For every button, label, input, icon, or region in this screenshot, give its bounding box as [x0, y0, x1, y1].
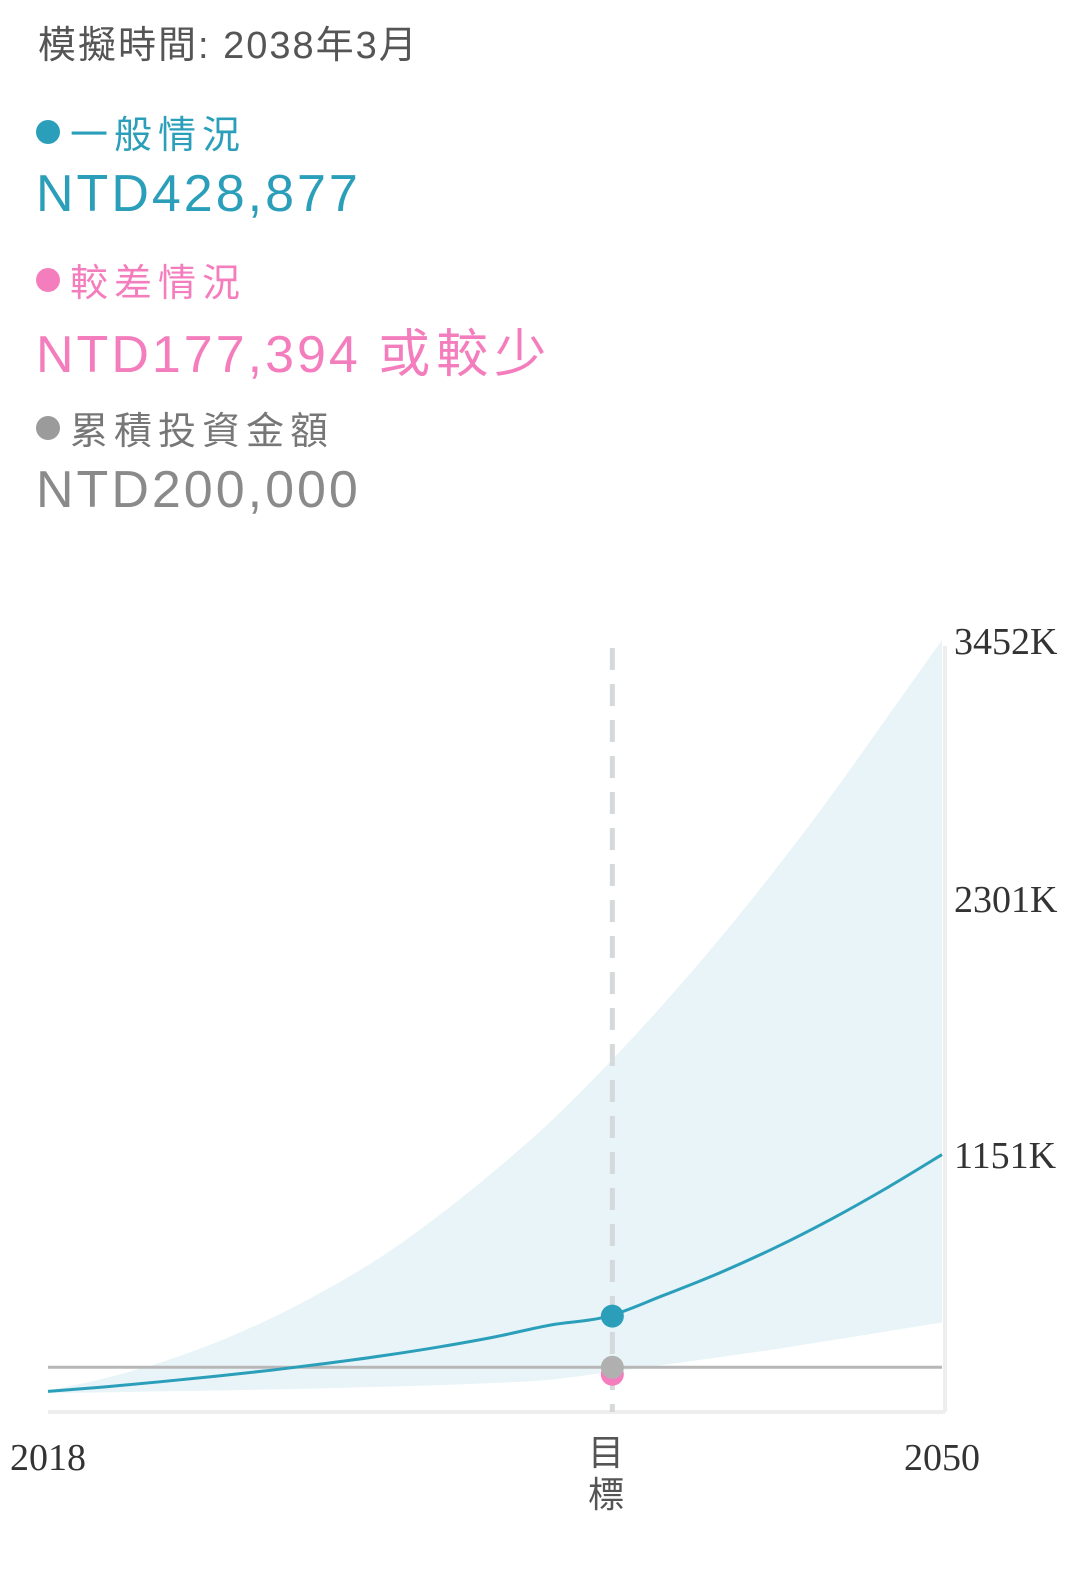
- legend-value-worse-text: NTD177,394: [36, 326, 361, 384]
- legend-label-worse: 較差情況: [70, 263, 247, 305]
- x-tick-label: 2050: [904, 1437, 980, 1479]
- legend-value-invested: NTD200,000: [36, 460, 361, 520]
- legend-value-worse: NTD177,394 或較少: [36, 312, 552, 387]
- range-band: [48, 640, 942, 1393]
- marker-normal: [600, 1304, 624, 1328]
- y-tick-label: 1151K: [954, 1135, 1057, 1177]
- legend-value-invested-text: NTD200,000: [36, 461, 361, 519]
- simulation-time: 模擬時間: 2038年3月: [38, 25, 419, 67]
- normal-line: [47, 1153, 943, 1393]
- legend-value-worse-suffix: 或較少: [378, 326, 553, 384]
- legend-dot-normal: [36, 119, 60, 144]
- legend-label-normal: 一般情況: [70, 115, 247, 157]
- legend-dot-invested: [36, 415, 60, 440]
- x-tick-label: 2018: [10, 1437, 86, 1479]
- legend-normal: 一般情況: [36, 104, 246, 159]
- y-tick-label: 3452K: [954, 621, 1058, 663]
- legend-invested: 累積投資金額: [36, 400, 334, 455]
- legend-value-normal-text: NTD428,877: [36, 165, 361, 223]
- legend-label-invested: 累積投資金額: [70, 411, 335, 453]
- target-label: 目標: [587, 1432, 624, 1515]
- legend-value-normal: NTD428,877: [36, 164, 361, 224]
- y-tick-label: 2301K: [954, 879, 1058, 921]
- marker-invested: [600, 1355, 624, 1379]
- legend-dot-worse: [36, 267, 60, 292]
- legend-worse: 較差情況: [36, 252, 246, 307]
- projection-chart: 3452K 2301K 1151K 2018 2050: [10, 621, 1058, 1479]
